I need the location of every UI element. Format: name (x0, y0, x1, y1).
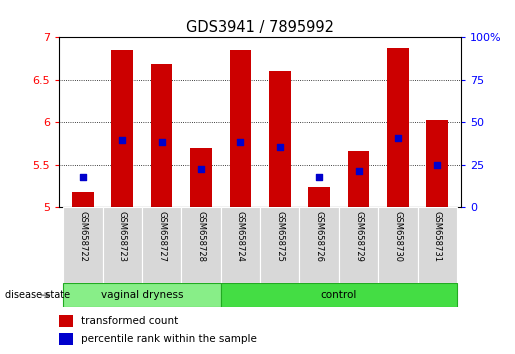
Bar (269, 71, 290, 207)
Text: GSM658731: GSM658731 (433, 211, 442, 262)
Text: GSM658728: GSM658728 (197, 211, 205, 262)
Bar (260, 207, 299, 283)
Bar (63, 207, 102, 283)
Bar (151, 64, 173, 207)
Point (394, 136, 402, 141)
Bar (426, 120, 448, 207)
Point (158, 139, 166, 144)
Point (315, 174, 323, 179)
Bar (299, 207, 339, 283)
Text: GSM658723: GSM658723 (118, 211, 127, 262)
Text: disease state: disease state (5, 290, 70, 300)
Bar (181, 207, 221, 283)
Text: vaginal dryness: vaginal dryness (100, 290, 183, 300)
Bar (221, 207, 260, 283)
Bar (72, 192, 94, 207)
Bar (142, 207, 181, 283)
Bar (387, 48, 409, 207)
Text: GSM658730: GSM658730 (393, 211, 402, 262)
Bar (190, 148, 212, 207)
Bar (348, 151, 369, 207)
Point (79, 174, 87, 179)
Text: percentile rank within the sample: percentile rank within the sample (81, 334, 257, 344)
Point (197, 166, 205, 172)
Bar (102, 207, 142, 283)
Bar (111, 50, 133, 207)
Text: GSM658725: GSM658725 (275, 211, 284, 262)
Point (118, 137, 126, 143)
Text: control: control (321, 290, 357, 300)
Text: transformed count: transformed count (81, 316, 179, 326)
Bar (378, 207, 418, 283)
Title: GDS3941 / 7895992: GDS3941 / 7895992 (186, 19, 334, 35)
Bar (339, 207, 378, 283)
Text: GSM658727: GSM658727 (157, 211, 166, 262)
Point (276, 144, 284, 150)
Point (433, 162, 441, 167)
Text: GSM658729: GSM658729 (354, 211, 363, 262)
Bar (63, 283, 221, 307)
Bar (59, 333, 73, 345)
Text: GSM658724: GSM658724 (236, 211, 245, 262)
Bar (230, 50, 251, 207)
Bar (221, 283, 457, 307)
Bar (418, 207, 457, 283)
Point (236, 139, 245, 144)
Bar (59, 315, 73, 326)
Point (354, 168, 363, 173)
Bar (308, 187, 330, 207)
Text: GSM658726: GSM658726 (315, 211, 323, 262)
Text: GSM658722: GSM658722 (78, 211, 88, 262)
